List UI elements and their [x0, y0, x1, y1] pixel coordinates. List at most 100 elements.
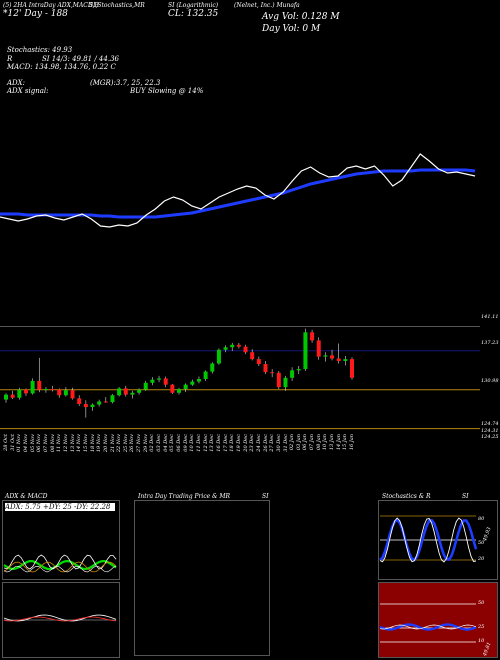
price-line-layer — [0, 153, 480, 430]
candle — [316, 337, 321, 360]
intraday-panel-title: Intra Day Trading Price & MR — [138, 493, 231, 500]
candle-body — [117, 388, 122, 396]
date-tick-label: 13 Jan — [329, 434, 335, 451]
macd-panel — [2, 582, 120, 658]
candle — [50, 385, 55, 392]
stoch-panel-title: Stochastics & R — [382, 493, 431, 500]
candle — [270, 369, 275, 378]
candle — [250, 349, 255, 361]
candle-body — [323, 355, 328, 357]
candle — [256, 356, 261, 366]
candle-body — [37, 380, 42, 390]
rsi-readout: SI 14/3: 49.81 / 44.36 — [42, 55, 119, 63]
candle — [223, 345, 228, 353]
date-tick-label: 02 Jan — [289, 434, 296, 451]
candle — [243, 344, 248, 355]
date-tick-label: 09 Dec — [182, 434, 189, 452]
date-tick-label: 21 Nov — [109, 434, 116, 453]
date-tick-label: 30 Dec — [275, 434, 282, 452]
adx-value-box: ADX: 5.75 +DY: 25 -DY: 22.28 — [5, 503, 115, 511]
candle-body — [350, 359, 354, 378]
candle-body — [283, 377, 288, 388]
date-tick-label: 31 Dec — [282, 434, 289, 452]
adx-label: ADX: — [7, 79, 26, 87]
candle-body — [23, 389, 28, 394]
candle — [330, 349, 335, 361]
candle-body — [296, 369, 301, 371]
candle — [137, 388, 142, 395]
candle — [103, 397, 108, 403]
candle — [70, 387, 75, 400]
candle — [4, 393, 8, 403]
date-tick-label: 15 Nov — [82, 434, 89, 453]
candle-body — [157, 378, 162, 380]
date-tick-label: 01 Nov — [16, 434, 23, 453]
date-tick-label: 08 Jan — [315, 434, 322, 451]
candle-body — [196, 379, 201, 382]
adx-panel: ADX: 5.75 +DY: 25 -DY: 22.28 — [2, 500, 120, 580]
candle-body — [316, 340, 321, 357]
header-log-label: SI (Logarithmic) — [168, 2, 219, 9]
candle-body — [150, 379, 155, 383]
candle — [343, 356, 348, 366]
candle-body — [270, 372, 275, 374]
candle — [90, 403, 95, 411]
stoch-level-label: 20 — [478, 556, 485, 562]
price-level-label: 130.98 — [481, 378, 499, 384]
candle-body — [177, 389, 181, 393]
rsi-level-label: 50 — [478, 600, 485, 606]
stochastics-readout: Stochastics: 49.93 — [7, 46, 73, 54]
date-tick-label: 26 Nov — [129, 434, 136, 453]
date-tick-label: 17 Dec — [222, 434, 229, 452]
stoch-level-label: 80 — [478, 516, 485, 522]
date-tick-label: 06 Jan — [302, 434, 309, 451]
date-tick-label: 10 Jan — [322, 434, 329, 451]
candle-body — [256, 359, 261, 365]
candle-body — [143, 382, 148, 390]
date-tick-label: 28 Oct — [3, 434, 9, 451]
day-volume: Day Vol: 0 M — [262, 24, 321, 34]
candlestick-layer — [4, 328, 354, 418]
date-tick-label: 12 Dec — [202, 434, 209, 452]
rsi-panel — [378, 582, 498, 658]
date-tick-label: 31 Oct — [9, 434, 16, 451]
adx-signal-label: ADX signal: — [7, 87, 49, 95]
intraday-panel — [134, 500, 270, 656]
candle — [216, 348, 221, 365]
candle-body — [77, 398, 82, 404]
candle-body — [310, 332, 315, 341]
candle — [23, 388, 28, 396]
candle — [83, 400, 88, 418]
candle-body — [10, 394, 15, 398]
candle-body — [90, 404, 95, 408]
candle-body — [130, 392, 135, 395]
rsi-prefix: R — [7, 55, 13, 63]
date-tick-label: 19 Nov — [96, 434, 103, 453]
candle-body — [250, 352, 255, 360]
candle-body — [203, 371, 208, 380]
candle — [350, 357, 354, 380]
date-line: *12' Day - 188 — [3, 9, 68, 19]
candle-body — [210, 363, 215, 372]
candle — [77, 395, 82, 406]
candle — [110, 394, 115, 404]
candle — [57, 388, 62, 398]
adx-panel-title: ADX & MACD — [5, 493, 48, 500]
candle — [276, 370, 281, 390]
candle-body — [190, 381, 195, 385]
candle — [210, 362, 215, 374]
candle-body — [276, 372, 281, 388]
date-tick-label: 07 Jan — [309, 434, 316, 451]
price-chart — [0, 153, 480, 430]
stochastics-panel — [378, 500, 498, 580]
candle-body — [230, 344, 235, 348]
date-tick-label: 18 Nov — [89, 434, 96, 453]
date-tick-label: 03 Dec — [156, 434, 162, 452]
price-level-label: 124.74 — [481, 421, 499, 427]
candle-body — [137, 389, 142, 393]
candle — [97, 399, 102, 407]
candle — [290, 367, 295, 381]
stoch-level-label: 50 — [478, 540, 485, 546]
candle — [30, 378, 35, 395]
date-tick-label: 13 Nov — [69, 434, 76, 453]
